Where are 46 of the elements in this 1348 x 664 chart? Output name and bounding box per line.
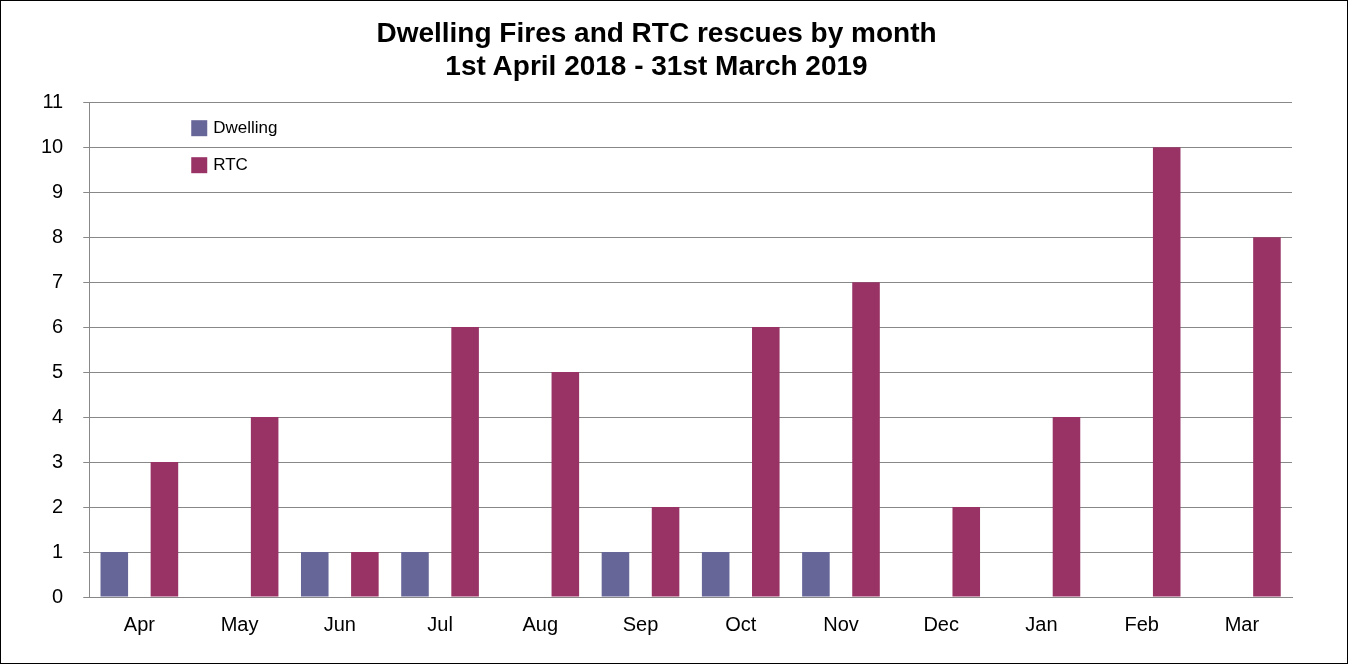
bar bbox=[852, 282, 880, 597]
bar bbox=[351, 552, 379, 597]
bar bbox=[451, 327, 479, 597]
legend-label: RTC bbox=[213, 154, 248, 174]
x-tick-label: Nov bbox=[823, 612, 859, 635]
y-tick-label: 3 bbox=[52, 449, 64, 472]
y-tick-label: 0 bbox=[52, 584, 64, 607]
y-tick-label: 9 bbox=[52, 179, 64, 202]
bar bbox=[802, 552, 830, 597]
bar bbox=[952, 507, 981, 597]
y-tick-label: 1 bbox=[52, 539, 64, 562]
bar bbox=[150, 462, 179, 597]
bar bbox=[651, 507, 680, 597]
x-tick-label: Jun bbox=[323, 612, 356, 635]
bar bbox=[701, 552, 730, 597]
bar bbox=[250, 417, 279, 597]
x-tick-label: Mar bbox=[1224, 612, 1260, 635]
y-tick-label: 5 bbox=[52, 359, 64, 382]
chart-title: Dwelling Fires and RTC rescues by month bbox=[376, 16, 937, 48]
bar bbox=[1052, 417, 1081, 597]
bar bbox=[1253, 237, 1281, 597]
y-tick-label: 4 bbox=[52, 404, 64, 427]
x-tick-label: May bbox=[220, 612, 259, 635]
x-tick-label: Oct bbox=[725, 612, 757, 635]
y-tick-label: 8 bbox=[52, 224, 64, 247]
y-tick-label: 11 bbox=[42, 89, 64, 112]
y-tick-label: 2 bbox=[52, 494, 64, 517]
y-tick-label: 7 bbox=[52, 269, 64, 292]
y-tick-label: 6 bbox=[52, 314, 64, 337]
y-tick-label: 10 bbox=[41, 134, 64, 157]
x-tick-label: Feb bbox=[1124, 612, 1159, 635]
bar bbox=[551, 372, 580, 597]
bar bbox=[1152, 147, 1181, 597]
x-tick-label: Dec bbox=[923, 612, 959, 635]
bar bbox=[601, 552, 630, 597]
bar bbox=[752, 327, 780, 597]
bar bbox=[300, 552, 329, 597]
x-tick-label: Jul bbox=[427, 612, 453, 635]
x-tick-label: Jan bbox=[1025, 612, 1058, 635]
x-tick-label: Apr bbox=[123, 612, 156, 635]
x-tick-label: Aug bbox=[522, 612, 559, 635]
x-tick-label: Sep bbox=[622, 612, 659, 635]
legend-label: Dwelling bbox=[213, 117, 278, 137]
bar bbox=[401, 552, 429, 597]
chart-subtitle: 1st April 2018 - 31st March 2019 bbox=[445, 50, 868, 82]
bar bbox=[100, 552, 129, 597]
